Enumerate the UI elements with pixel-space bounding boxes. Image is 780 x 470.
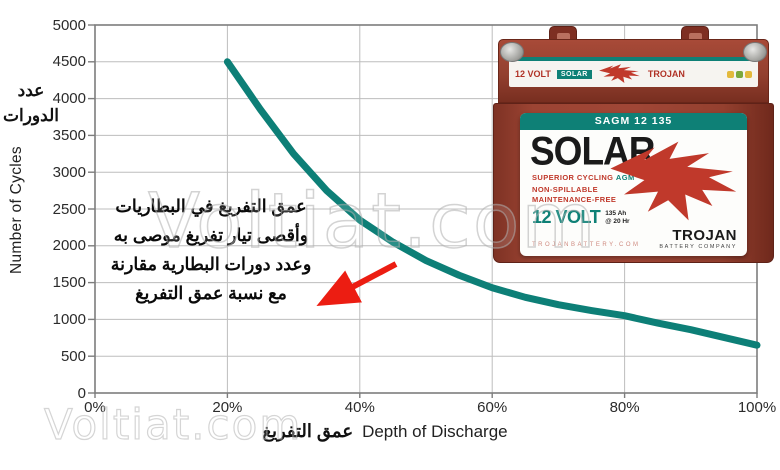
x-tick-label: 100% xyxy=(737,399,777,416)
y-tick-label: 2500 xyxy=(52,200,86,218)
battery-lid-badges-icon xyxy=(727,70,752,78)
y-tick-label: 1000 xyxy=(52,310,86,328)
battery-capacity-rating: 135 Ah @ 20 Hr xyxy=(605,210,629,226)
battery-terminal-icon xyxy=(743,42,767,62)
x-axis-title-english: Depth of Discharge xyxy=(362,422,508,441)
y-tick-label: 3000 xyxy=(52,163,86,181)
battery-front-label: SAGM 12 135 SOLAR SUPERIOR CYCLING AGM N… xyxy=(520,113,747,256)
battery-lid-maker: TROJAN xyxy=(647,69,685,79)
battery-terminal-icon xyxy=(500,42,524,62)
y-axis-title-arabic: عدد الدورات xyxy=(0,78,62,128)
x-tick-label: 0% xyxy=(84,399,106,416)
x-tick-label: 20% xyxy=(212,399,243,416)
battery-maker: TROJAN BATTERY COMPANY xyxy=(659,227,737,250)
annotation-line: وأقصى تيار تفريغ موصى به xyxy=(113,225,309,245)
cycles-curve xyxy=(223,58,761,349)
battery-maker-name: TROJAN xyxy=(672,227,737,244)
battery-lid-voltage: 12 VOLT xyxy=(515,69,551,79)
battery-feature-1: NON-SPILLABLE xyxy=(532,185,599,194)
battery-lid-brand: SOLAR xyxy=(556,69,592,79)
x-axis-title-arabic: عمق التفريغ xyxy=(262,421,354,441)
x-tick-label: 60% xyxy=(477,399,508,416)
battery-feature-2: MAINTENANCE-FREE xyxy=(532,195,617,204)
trojan-horse-logo-icon xyxy=(610,141,737,221)
battery-lid: 12 VOLT SOLAR TROJAN xyxy=(498,39,769,103)
battery-website: TROJANBATTERY.COM xyxy=(532,242,641,248)
trojan-horse-icon xyxy=(598,64,640,83)
y-tick-label: 4000 xyxy=(52,90,86,108)
x-tick-label: 40% xyxy=(344,399,375,416)
x-tick-label: 80% xyxy=(609,399,640,416)
battery-voltage-row: 12 VOLT 135 Ah @ 20 Hr xyxy=(532,207,630,228)
y-tick-label: 5000 xyxy=(52,16,86,34)
annotation-line: وعدد دورات البطارية مقارنة xyxy=(110,254,312,274)
y-tick-label: 4500 xyxy=(52,53,86,71)
y-axis-title-arabic-line1: عدد xyxy=(17,81,45,100)
battery-subtitle: SUPERIOR CYCLING AGM xyxy=(532,173,635,182)
y-tick-label: 3500 xyxy=(52,126,86,144)
battery-capacity: 135 Ah xyxy=(605,209,627,217)
battery-lid-label: 12 VOLT SOLAR TROJAN xyxy=(509,57,758,87)
annotation-text-arabic: عمق التفريغ في البطاريات وأقصى تيار تفري… xyxy=(88,192,334,308)
x-axis-title: عمق التفريغ Depth of Discharge xyxy=(240,421,530,442)
battery-rate: @ 20 Hr xyxy=(605,217,630,225)
battery-subtitle-agm: AGM xyxy=(615,173,635,182)
battery-body: SAGM 12 135 SOLAR SUPERIOR CYCLING AGM N… xyxy=(493,103,774,263)
annotation-line: مع نسبة عمق التفريغ xyxy=(135,283,287,303)
y-axis-title: Number of Cycles xyxy=(8,146,25,274)
battery-voltage: 12 VOLT xyxy=(532,207,601,227)
annotation-line: عمق التفريغ في البطاريات xyxy=(115,196,307,216)
y-tick-label: 500 xyxy=(60,347,86,365)
battery-subtitle-text: SUPERIOR CYCLING xyxy=(532,173,614,182)
battery-maker-subtitle: BATTERY COMPANY xyxy=(659,244,737,250)
y-tick-label: 1500 xyxy=(52,274,86,292)
y-tick-label: 0 xyxy=(77,384,86,402)
y-axis-title-arabic-line2: الدورات xyxy=(3,106,59,125)
trojan-battery-image: 12 VOLT SOLAR TROJAN SAGM 12 135 SOLAR S… xyxy=(493,26,774,263)
battery-model-banner: SAGM 12 135 xyxy=(520,113,747,130)
y-tick-label: 2000 xyxy=(52,237,86,255)
